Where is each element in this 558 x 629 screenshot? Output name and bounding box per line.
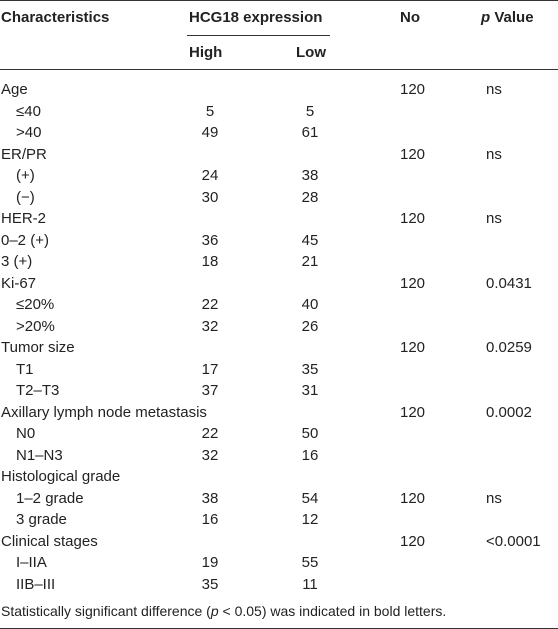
- row-p-value: 0.0259: [486, 339, 532, 356]
- row-p-value: ns: [486, 489, 502, 507]
- row-high: 38: [201, 489, 219, 507]
- row-low: 16: [301, 446, 319, 464]
- row-p-value: 0.0431: [486, 274, 532, 292]
- header-no: No: [400, 9, 420, 26]
- row-high: 49: [201, 124, 219, 141]
- row-high: 22: [201, 296, 219, 313]
- row-label: T2–T3: [16, 382, 60, 399]
- row-high: 22: [201, 425, 219, 442]
- row-no: 120: [400, 145, 426, 163]
- row-high: 30: [201, 188, 219, 206]
- row-label: (+): [16, 167, 35, 184]
- row-label: Tumor size: [1, 339, 75, 356]
- row-p-value: <0.0001: [486, 532, 541, 550]
- table-footnote: Statistically significant difference (p …: [1, 603, 446, 619]
- row-low: 54: [301, 489, 319, 507]
- row-label: ≤40: [16, 102, 41, 120]
- header-rule: [0, 69, 558, 70]
- row-p-value: ns: [486, 210, 502, 227]
- row-label: Ki-67: [1, 274, 37, 292]
- row-label: N1–N3: [16, 446, 63, 464]
- row-low: 11: [302, 575, 318, 593]
- row-label: Age: [1, 81, 28, 98]
- row-high: 32: [201, 317, 219, 335]
- row-high: 37: [201, 382, 219, 399]
- footnote-text-after: < 0.05) was indicated in bold letters.: [218, 603, 447, 619]
- row-label: >20%: [16, 317, 55, 335]
- row-low: 26: [301, 317, 319, 335]
- row-p-value: ns: [486, 145, 502, 163]
- row-high: 36: [201, 231, 219, 249]
- row-no: 120: [400, 532, 426, 550]
- group-underline: [187, 35, 330, 36]
- row-no: 120: [400, 274, 426, 292]
- row-label: Histological grade: [1, 468, 121, 485]
- row-p-value: ns: [486, 81, 502, 98]
- row-high: 16: [201, 511, 219, 528]
- row-label: 3 grade: [16, 511, 67, 528]
- row-low: 28: [301, 188, 319, 206]
- header-p-value: p Value: [481, 9, 534, 26]
- row-label: I–IIA: [16, 554, 47, 571]
- row-low: 38: [301, 167, 319, 184]
- row-label: HER-2: [1, 210, 47, 227]
- row-p-value: 0.0002: [486, 403, 532, 421]
- row-high: 19: [201, 554, 219, 571]
- header-p-suffix: Value: [490, 9, 534, 26]
- row-low: 45: [301, 231, 319, 249]
- row-low: 61: [301, 124, 319, 141]
- row-high: 18: [201, 253, 219, 270]
- row-label: 1–2 grade: [16, 489, 84, 507]
- row-high: 32: [201, 446, 219, 464]
- row-no: 120: [400, 489, 426, 507]
- row-label: (−): [16, 188, 35, 206]
- header-characteristics: Characteristics: [1, 9, 110, 26]
- row-label: 3 (+): [1, 253, 33, 270]
- top-rule: [0, 0, 558, 1]
- row-low: 40: [301, 296, 319, 313]
- row-label: Clinical stages: [1, 532, 98, 550]
- row-low: 21: [301, 253, 319, 270]
- row-no: 120: [400, 403, 426, 421]
- row-high: 24: [201, 167, 219, 184]
- row-label: N0: [16, 425, 36, 442]
- row-low: 35: [301, 360, 319, 378]
- row-label: IIB–III: [16, 575, 56, 593]
- footnote-p-symbol: p: [210, 603, 219, 619]
- row-high: 17: [201, 360, 219, 378]
- row-high: 35: [201, 575, 219, 593]
- footnote-text-before: Statistically significant difference (: [1, 603, 211, 619]
- row-label: Axillary lymph node metastasis: [1, 403, 207, 421]
- row-no: 120: [400, 339, 426, 356]
- row-no: 120: [400, 81, 426, 98]
- row-low: 55: [301, 554, 319, 571]
- row-label: >40: [16, 124, 42, 141]
- header-high: High: [189, 44, 223, 61]
- row-label: 0–2 (+): [1, 231, 49, 249]
- row-low: 50: [301, 425, 319, 442]
- row-label: ER/PR: [1, 145, 47, 163]
- header-p-symbol: p: [481, 9, 491, 26]
- header-hcg18-expression: HCG18 expression: [189, 9, 323, 26]
- row-low: 12: [301, 511, 319, 528]
- row-label: T1: [16, 360, 34, 378]
- row-low: 31: [301, 382, 319, 399]
- row-no: 120: [400, 210, 426, 227]
- row-label: ≤20%: [16, 296, 55, 313]
- header-low: Low: [296, 44, 326, 61]
- row-high: 5: [205, 102, 215, 120]
- row-low: 5: [305, 102, 315, 120]
